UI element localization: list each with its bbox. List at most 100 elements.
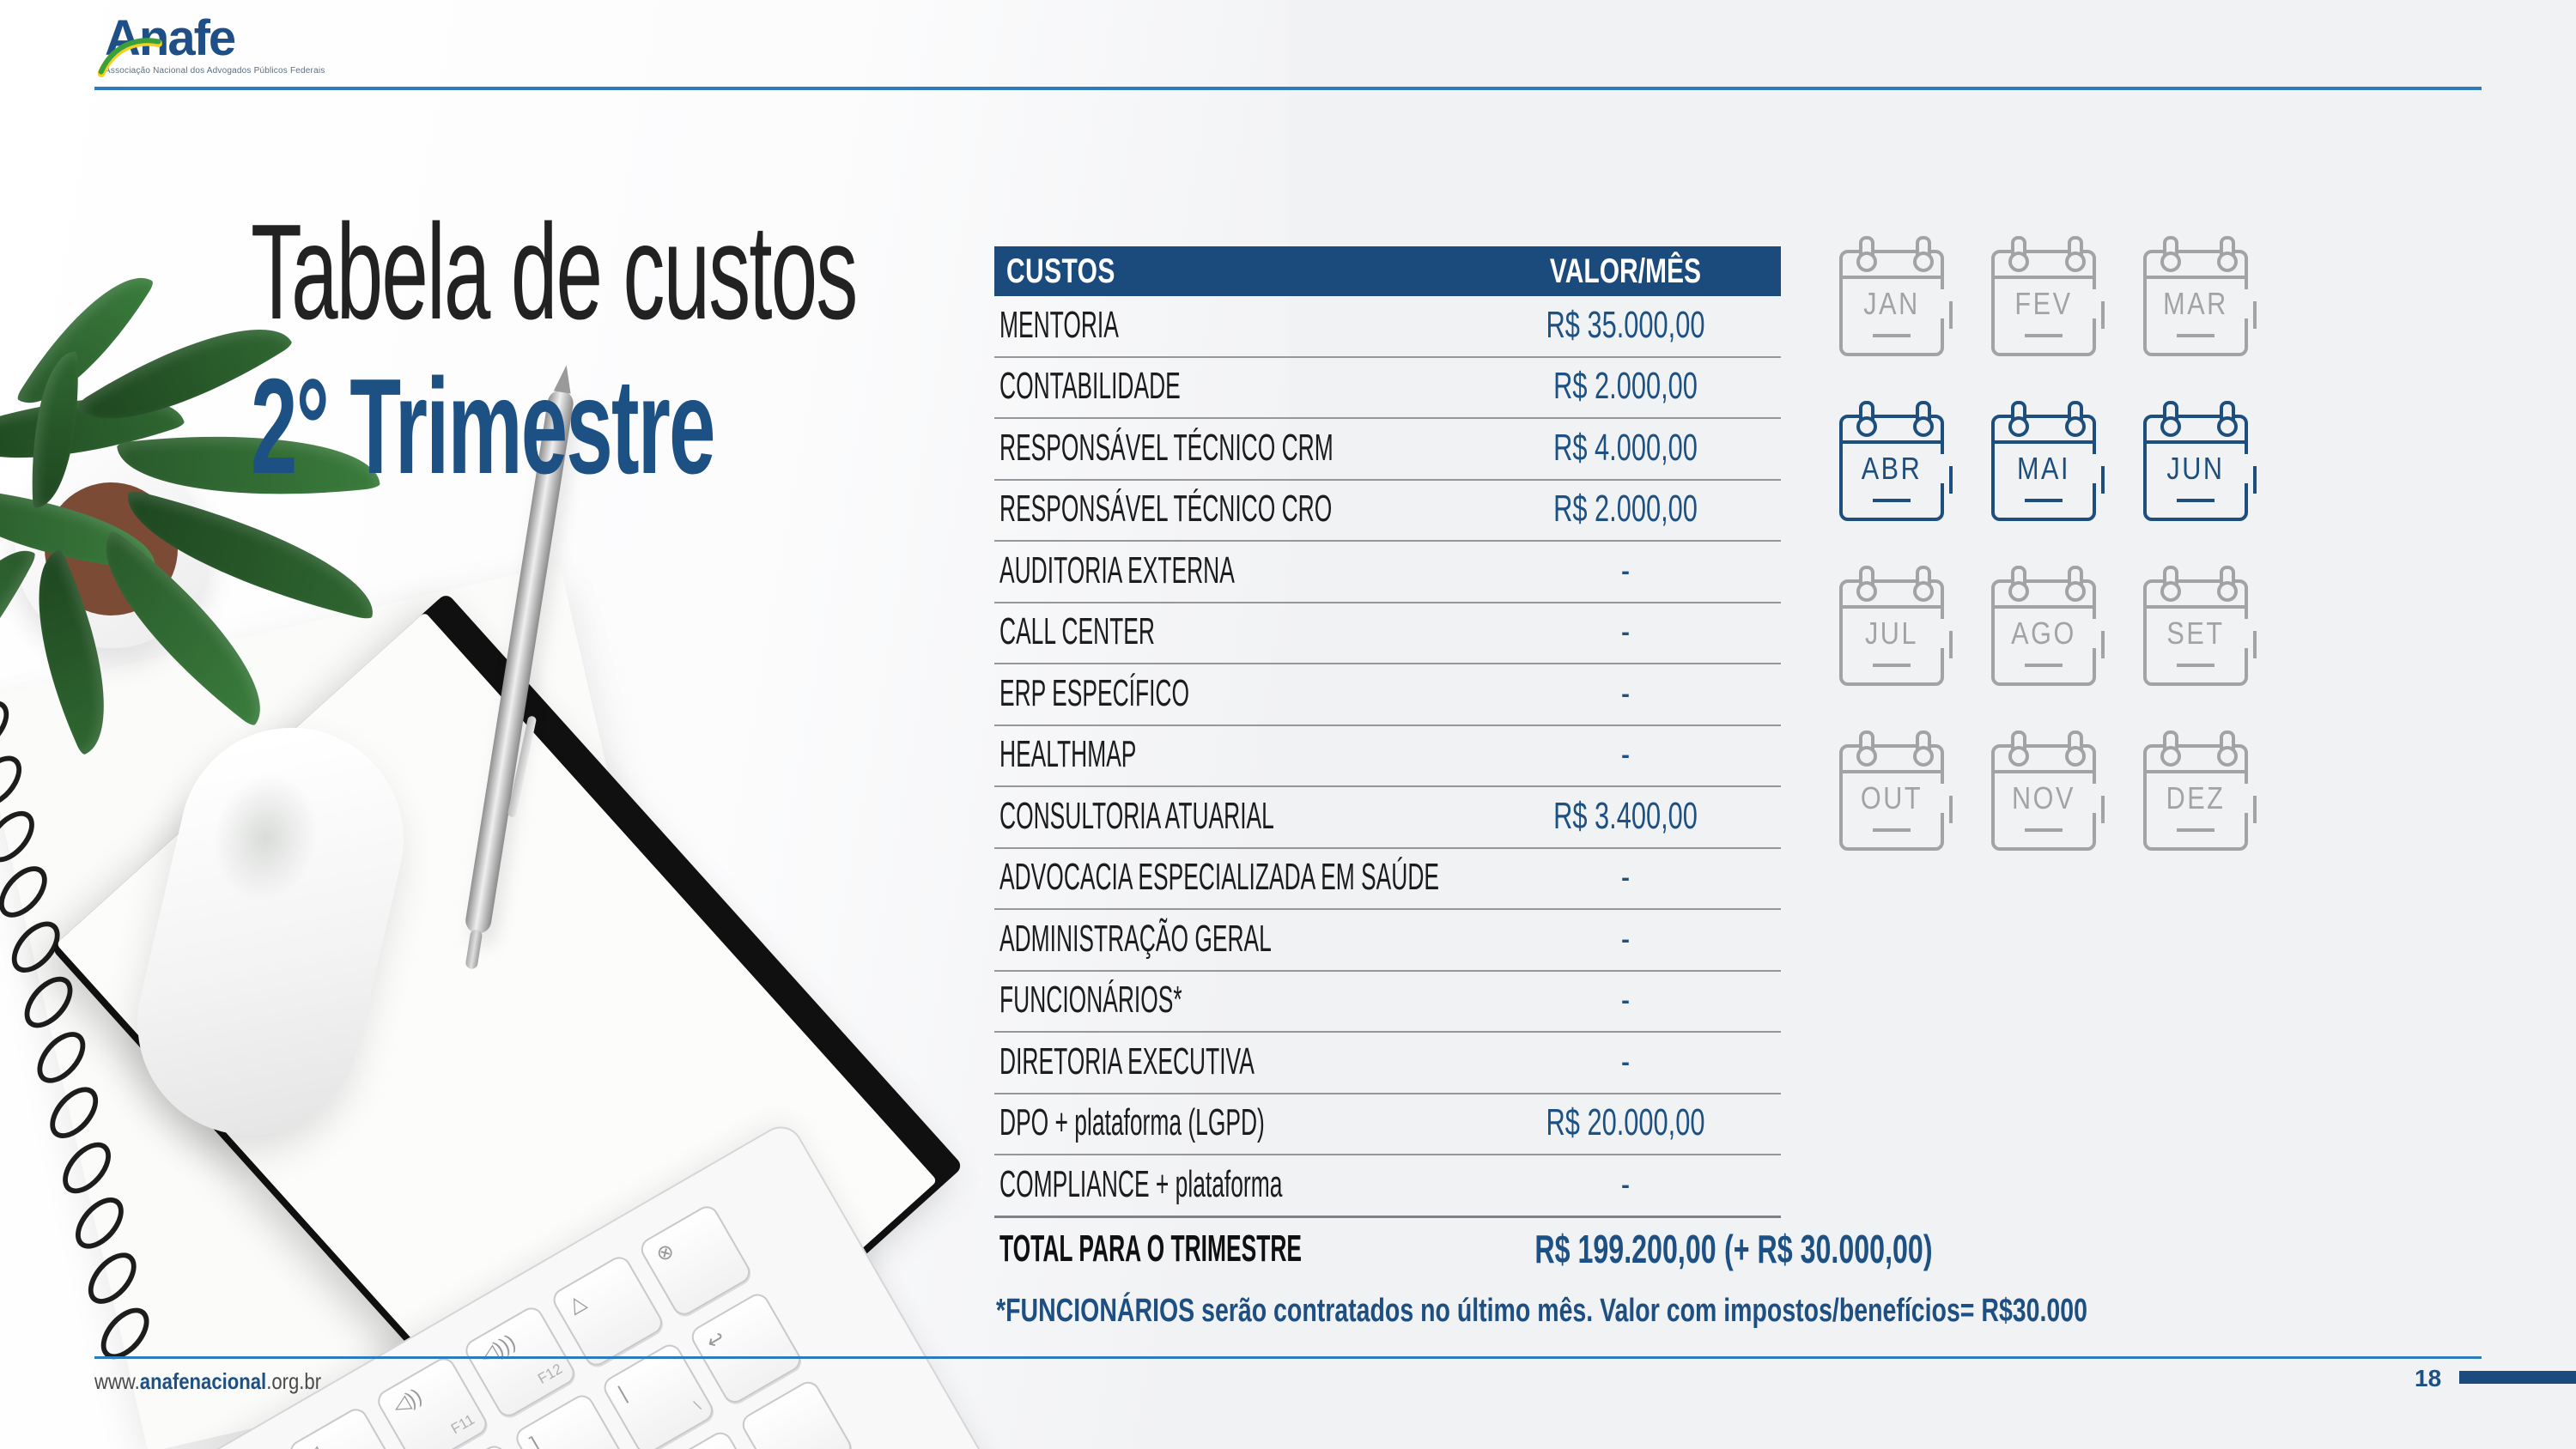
calendar-underline xyxy=(2025,828,2063,832)
calendar-notch-line xyxy=(2101,301,2105,329)
calendar-underline xyxy=(2177,664,2215,667)
calendar-band xyxy=(1843,440,1941,444)
cost-value: - xyxy=(1620,856,1631,899)
cost-value: - xyxy=(1620,1040,1631,1082)
calendar-icon-set: SET xyxy=(2143,566,2257,686)
calendar-notch-line xyxy=(1949,466,1953,494)
cost-label: MENTORIA xyxy=(999,303,1119,346)
binder-ring-icon xyxy=(1913,401,1934,437)
cost-label: RESPONSÁVEL TÉCNICO CRO xyxy=(999,488,1333,530)
binder-ring-icon xyxy=(1913,731,1934,767)
calendar-icon-jan: JAN xyxy=(1839,236,1953,356)
calendar-notch xyxy=(2091,289,2098,318)
cost-label: RESPONSÁVEL TÉCNICO CRM xyxy=(999,426,1334,469)
calendar-icon-jun: JUN xyxy=(2143,401,2257,521)
cost-label: CALL CENTER xyxy=(999,610,1155,653)
key-flabel: F11 xyxy=(448,1410,477,1438)
calendar-month-label: FEV xyxy=(2014,286,2073,321)
calendar-notch-line xyxy=(2253,631,2257,658)
binder-ring-icon xyxy=(1856,401,1877,437)
cost-label: ADMINISTRAÇÃO GERAL xyxy=(999,917,1272,960)
cost-value: - xyxy=(1620,549,1631,591)
table-header-row: CUSTOS VALOR/MÊS xyxy=(994,246,1781,296)
total-value: R$ 199.200,00 xyxy=(1534,1226,1716,1271)
calendar-notch-line xyxy=(1949,631,1953,658)
cost-value: R$ 2.000,00 xyxy=(1553,365,1698,408)
cost-label: HEALTHMAP xyxy=(999,733,1137,776)
cost-label: FUNCIONÁRIOS* xyxy=(999,979,1182,1022)
calendar-underline xyxy=(2177,828,2215,832)
calendar-notch-line xyxy=(1949,796,1953,823)
binder-ring-icon xyxy=(2008,401,2029,437)
anafe-logo: Anafe Associação Nacional dos Advogados … xyxy=(97,14,325,78)
calendar-notch-line xyxy=(2253,301,2257,329)
calendar-underline xyxy=(2025,334,2063,337)
key-glyph: △ xyxy=(564,1289,590,1319)
calendar-month-label: MAI xyxy=(2016,451,2071,486)
calendar-notch xyxy=(1939,619,1946,648)
calendar-underline xyxy=(2025,499,2063,502)
cost-label: DIRETORIA EXECUTIVA xyxy=(999,1040,1255,1082)
calendar-band xyxy=(1843,605,1941,609)
calendar-month-label: JAN xyxy=(1863,286,1920,321)
binder-ring-icon xyxy=(2160,236,2181,272)
total-label: TOTAL PARA O TRIMESTRE xyxy=(999,1227,1303,1270)
cost-value: R$ 3.400,00 xyxy=(1553,794,1698,837)
calendar-underline xyxy=(1873,334,1911,337)
calendar-icon-out: OUT xyxy=(1839,731,1953,851)
table-row: ADVOCACIA ESPECIALIZADA EM SAÚDE - xyxy=(994,849,1781,910)
calendar-month-label: OUT xyxy=(1860,780,1923,815)
table-row: COMPLIANCE + plataforma - xyxy=(994,1155,1781,1218)
table-row: RESPONSÁVEL TÉCNICO CRO R$ 2.000,00 xyxy=(994,481,1781,542)
table-row: CONSULTORIA ATUARIAL R$ 3.400,00 xyxy=(994,787,1781,849)
key-flabel: \ xyxy=(691,1397,704,1414)
binder-ring-icon xyxy=(2160,566,2181,602)
key-glyph: ⊗ xyxy=(652,1238,679,1268)
binder-ring-icon xyxy=(2065,401,2086,437)
calendar-band xyxy=(1995,276,2093,279)
binder-ring-icon xyxy=(2217,566,2238,602)
cost-label: AUDITORIA EXTERNA xyxy=(999,549,1235,591)
key-glyph: ◁))) xyxy=(476,1330,520,1369)
calendar-icon-mar: MAR xyxy=(2143,236,2257,356)
calendar-month-label: JUL xyxy=(1864,615,1919,651)
calendar-notch xyxy=(1939,289,1946,318)
cost-value: - xyxy=(1620,917,1631,960)
cost-value: R$ 35.000,00 xyxy=(1546,303,1705,346)
calendar-notch xyxy=(2243,784,2250,813)
calendar-underline xyxy=(1873,828,1911,832)
calendar-icon-ago: AGO xyxy=(1991,566,2105,686)
binder-ring-icon xyxy=(2065,566,2086,602)
footer-rule xyxy=(94,1356,2482,1359)
slide-title: Tabela de custos 2° Trimestre xyxy=(251,204,1228,494)
calendar-notch xyxy=(2091,784,2098,813)
binder-ring-icon xyxy=(2217,401,2238,437)
table-row: CALL CENTER - xyxy=(994,603,1781,664)
table-row: DIRETORIA EXECUTIVA - xyxy=(994,1033,1781,1094)
title-line-2: 2° Trimestre xyxy=(251,351,715,502)
cost-label: ADVOCACIA ESPECIALIZADA EM SAÚDE xyxy=(999,856,1440,899)
cost-value: - xyxy=(1620,610,1631,653)
calendar-notch-line xyxy=(1949,301,1953,329)
binder-ring-icon xyxy=(2160,731,2181,767)
calendar-band xyxy=(1843,276,1941,279)
footnote: *FUNCIONÁRIOS serão contratados no últim… xyxy=(996,1293,2087,1329)
binder-ring-icon xyxy=(1913,236,1934,272)
header-rule xyxy=(94,87,2482,90)
binder-ring-icon xyxy=(1856,731,1877,767)
table-row: CONTABILIDADE R$ 2.000,00 xyxy=(994,358,1781,419)
table-row: DPO + plataforma (LGPD) R$ 20.000,00 xyxy=(994,1094,1781,1155)
calendar-icon-nov: NOV xyxy=(1991,731,2105,851)
binder-ring-icon xyxy=(2008,566,2029,602)
binder-ring-icon xyxy=(1913,566,1934,602)
table-row: FUNCIONÁRIOS* - xyxy=(994,972,1781,1033)
calendar-underline xyxy=(2177,499,2215,502)
calendar-month-label: JUN xyxy=(2166,451,2225,486)
table-row: HEALTHMAP - xyxy=(994,726,1781,787)
total-extra-value: (+ R$ 30.000,00) xyxy=(1724,1226,1933,1271)
calendar-notch xyxy=(1939,784,1946,813)
cost-label: CONTABILIDADE xyxy=(999,365,1181,408)
footer-url: www.anafenacional.org.br xyxy=(94,1368,321,1395)
calendar-notch xyxy=(2091,619,2098,648)
calendar-notch xyxy=(2243,289,2250,318)
